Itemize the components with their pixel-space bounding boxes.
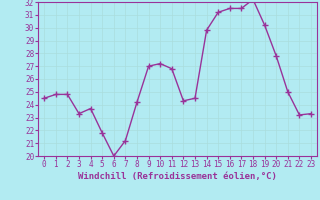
X-axis label: Windchill (Refroidissement éolien,°C): Windchill (Refroidissement éolien,°C) [78, 172, 277, 181]
